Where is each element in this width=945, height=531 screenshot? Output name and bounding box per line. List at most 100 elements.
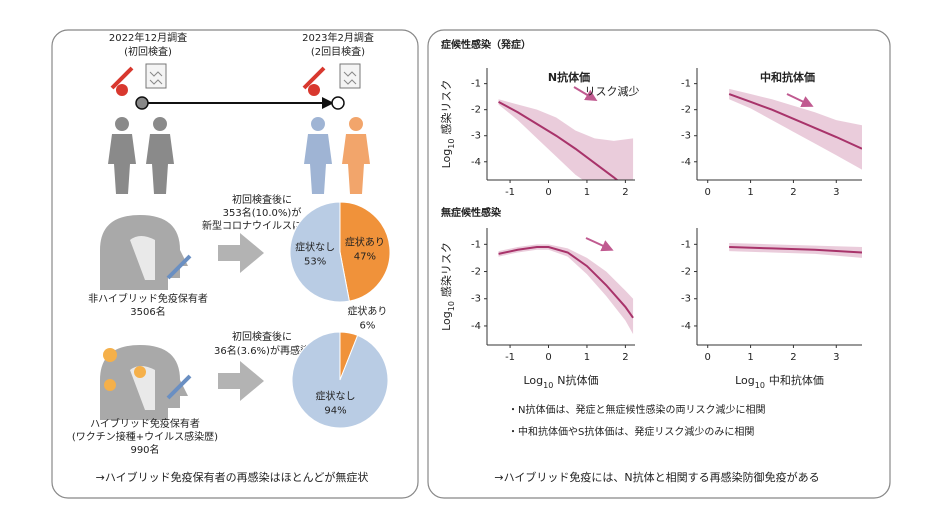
plot — [498, 244, 634, 335]
axis-label-sub: 10 — [447, 301, 456, 311]
row-label: 無症候性感染 — [441, 206, 502, 219]
line — [498, 246, 634, 319]
x-tick-label: -1 — [505, 352, 515, 363]
group-name: 非ハイブリッド免疫保有者 — [88, 292, 208, 305]
y-tick-label: -1 — [681, 79, 691, 90]
left-box — [51, 29, 419, 499]
y-tick-label: -4 — [471, 321, 481, 332]
people — [108, 117, 370, 194]
survey-date: 2022年12月調査 — [109, 31, 187, 44]
x-tick-label: 1 — [747, 187, 753, 198]
plot — [728, 88, 862, 170]
timeline-end — [331, 96, 345, 110]
survey-date: 2023年2月調査 — [302, 31, 374, 44]
trend-arrow — [573, 86, 598, 102]
y-tick-label: -4 — [681, 321, 691, 332]
survey-label: (2回目検査) — [311, 45, 365, 58]
right-box — [427, 29, 891, 499]
group-name: ハイブリッド免疫保有者 — [90, 417, 200, 430]
axis-label: Log10 感染リスク — [439, 80, 456, 169]
y-tick-label: -3 — [681, 131, 691, 142]
y-tick-label: -3 — [681, 294, 691, 305]
flow-arrow — [218, 361, 264, 401]
head-icons — [100, 215, 192, 420]
x-tick-label: -1 — [505, 187, 515, 198]
axis-label: Log10 中和抗体価 — [735, 373, 824, 390]
note: ・中和抗体価やS抗体価は、発症リスク減少のみに相関 — [508, 425, 754, 438]
y-tick-label: -2 — [681, 105, 691, 116]
pie-category-label: 症状なし — [316, 390, 356, 403]
pie-value-label: 6% — [360, 320, 376, 331]
confidence-band — [498, 99, 634, 180]
pie-value-label: 47% — [354, 252, 376, 263]
icons — [110, 63, 361, 96]
x-tick-label: 0 — [545, 352, 551, 363]
confidence-band — [729, 242, 862, 258]
axis-label-part: 中和抗体価 — [769, 373, 824, 387]
trend-arrow — [786, 93, 814, 107]
pie-slice — [339, 201, 391, 302]
x-tick-label: 3 — [833, 187, 839, 198]
y-tick-label: -4 — [471, 157, 481, 168]
group-detail: (ワクチン接種+ウイルス感染歴) — [72, 430, 218, 443]
x-tick-label: 2 — [622, 187, 628, 198]
pie-category-label: 症状なし — [295, 240, 335, 253]
x-tick-label: 2 — [790, 187, 796, 198]
y-tick-label: -2 — [471, 105, 481, 116]
axis-label-part: Log — [440, 311, 453, 331]
pie-value-label: 53% — [304, 256, 326, 267]
pie-slice — [289, 201, 350, 303]
axis-label-sub: 10 — [543, 381, 553, 390]
note: ・N抗体価は、発症と無症候性感染の両リスク減少に相関 — [508, 403, 765, 416]
note: 初回検査後に — [232, 193, 292, 206]
confidence-band — [498, 244, 634, 335]
axis-label-part: Log — [735, 374, 755, 387]
pie-value-label: 94% — [324, 406, 346, 417]
x-tick-label: 0 — [705, 352, 711, 363]
right-conclusion: →ハイブリッド免疫には、N抗体と相関する再感染防御免疫がある — [494, 470, 819, 484]
confidence-band — [729, 88, 862, 170]
survey-label: (初回検査) — [124, 45, 172, 58]
axis-label-sub: 10 — [755, 381, 765, 390]
chart-title: 中和抗体価 — [760, 70, 815, 84]
line — [729, 246, 862, 254]
trend-arrow — [585, 237, 614, 252]
axis-label-part: 感染リスク — [439, 242, 453, 297]
plot — [729, 242, 862, 258]
y-tick-label: -4 — [681, 157, 691, 168]
row-label: 症候性感染（発症） — [441, 38, 531, 51]
timeline-start — [135, 96, 149, 110]
left-conclusion: →ハイブリッド免疫保有者の再感染はほとんどが無症状 — [96, 470, 369, 484]
x-tick-label: 3 — [833, 352, 839, 363]
note: 353名(10.0%)が — [223, 206, 302, 219]
axis-label: Log10 感染リスク — [439, 242, 456, 331]
annotation: リスク減少 — [585, 84, 640, 98]
note: 36名(3.6%)が再感染 — [214, 344, 310, 357]
y-tick-label: -1 — [471, 239, 481, 250]
x-tick-label: 0 — [545, 187, 551, 198]
axis-label: Log10 N抗体価 — [523, 373, 598, 390]
group-count: 990名 — [130, 443, 159, 456]
pie-slice — [291, 331, 389, 429]
note: 新型コロナウイルスに感染 — [202, 219, 322, 232]
chart-title: N抗体価 — [548, 70, 590, 84]
x-tick-label: 1 — [584, 352, 590, 363]
y-tick-label: -2 — [681, 267, 691, 278]
axis-label-part: N抗体価 — [557, 373, 598, 387]
line — [498, 100, 619, 180]
y-tick-label: -2 — [471, 267, 481, 278]
y-tick-label: -3 — [471, 131, 481, 142]
x-tick-label: 2 — [790, 352, 796, 363]
x-tick-label: 1 — [747, 352, 753, 363]
plot — [498, 99, 634, 180]
x-tick-label: 2 — [622, 352, 628, 363]
pie-category-label: 症状あり — [345, 236, 385, 249]
y-tick-label: -3 — [471, 294, 481, 305]
x-tick-label: 1 — [584, 187, 590, 198]
axis-label-part: Log — [440, 149, 453, 169]
pie-category-label: 症状あり — [347, 304, 387, 317]
axis-label-sub: 10 — [447, 139, 456, 149]
flow-arrow — [218, 233, 264, 273]
